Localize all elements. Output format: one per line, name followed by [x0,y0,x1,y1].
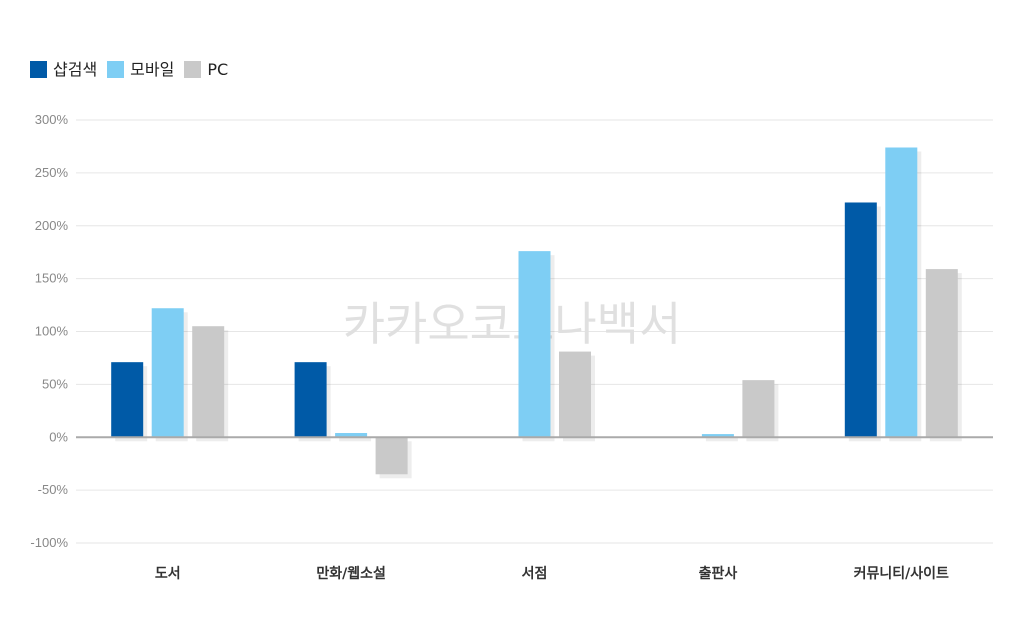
bar [375,437,408,475]
legend-item: 샵검색 [30,59,98,79]
y-tick-label: 100% [35,324,69,339]
bar [111,362,144,438]
bar [844,202,877,438]
chart-legend: 샵검색 모바일 PC [30,58,238,80]
legend-label: 샵검색 [53,59,98,79]
category-label: 커뮤니티/사이트 [854,565,949,582]
legend-item: PC [184,59,229,79]
category-label: 서점 [522,565,548,582]
y-tick-label: 150% [35,271,69,286]
legend-swatch [30,60,47,78]
bar [151,308,184,438]
legend-label: 모바일 [130,59,175,79]
bar-shadow [339,437,372,442]
chart-bars [111,147,962,479]
bar [192,326,225,438]
y-tick-label: 300% [35,112,69,127]
chart-grid: 300% 250% 200% 150% 100% 50% 0% -50% -100% [30,112,993,550]
bar [701,434,734,438]
legend-swatch [184,60,202,78]
y-tick-label: 250% [35,165,69,180]
bar [885,147,918,438]
bar-shadow [705,438,738,442]
category-labels: 도서 만화/웹소설 서점 출판사 커뮤니티/사이트 [155,565,949,582]
category-label: 도서 [155,566,181,582]
bar [559,351,591,438]
bar [925,269,958,438]
bar [335,433,368,438]
category-label: 만화/웹소설 [316,566,386,582]
category-label: 출판사 [699,565,738,582]
bar [294,362,327,438]
y-tick-label: 200% [35,218,69,233]
y-tick-label: 50% [42,376,68,391]
legend-label: PC [207,59,229,79]
y-tick-label: -50% [38,482,69,497]
y-tick-label: 0% [49,429,68,444]
legend-item: 모바일 [107,59,175,79]
legend-swatch [107,60,125,78]
watermark-text: 카카오코로나백서 [343,297,682,351]
bar [742,380,775,438]
y-tick-label: -100% [30,535,68,550]
bar [518,251,551,438]
